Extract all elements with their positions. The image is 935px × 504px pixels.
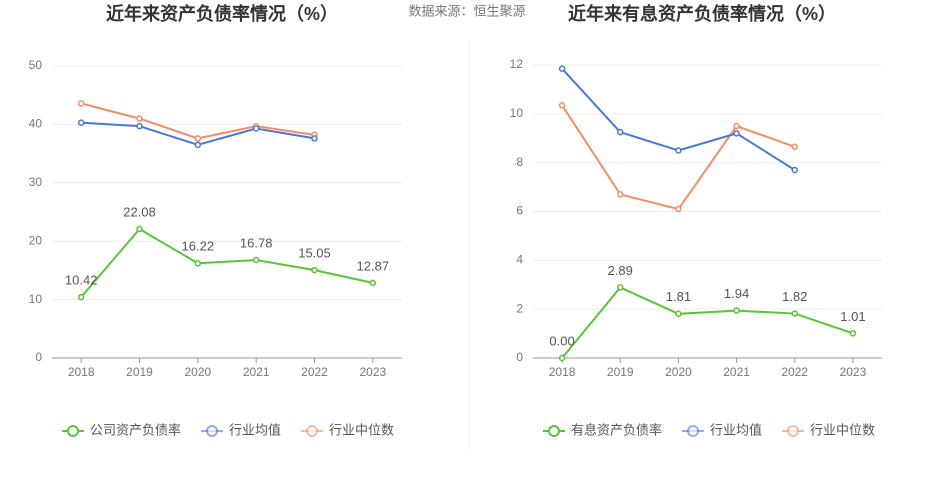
y-tick-label: 0 bbox=[516, 350, 523, 364]
point bbox=[558, 354, 566, 362]
legend-label: 有息资产负债率 bbox=[571, 422, 662, 437]
point bbox=[849, 330, 857, 337]
x-tick-label: 2021 bbox=[243, 365, 270, 379]
point bbox=[311, 135, 318, 142]
x-tick-label: 2022 bbox=[781, 365, 808, 379]
point bbox=[791, 310, 798, 317]
point bbox=[77, 100, 85, 107]
point bbox=[194, 135, 202, 142]
legend-label: 行业中位数 bbox=[329, 422, 394, 437]
x-tick-label: 2023 bbox=[359, 365, 386, 379]
y-tick-label: 6 bbox=[516, 204, 523, 218]
data-label: 16.22 bbox=[182, 239, 215, 254]
chart: 近年来有息资产负债率情况（%） 0 2 4 6 8 10 12 2018 2019 2020 2021… bbox=[510, 3, 882, 437]
x-tick-label: 2019 bbox=[607, 365, 634, 379]
point bbox=[675, 205, 682, 213]
point bbox=[617, 191, 624, 198]
series-line bbox=[80, 227, 374, 298]
x-tick-label: 2020 bbox=[665, 365, 692, 379]
point bbox=[558, 65, 566, 72]
data-label: 15.05 bbox=[298, 246, 331, 261]
point bbox=[733, 122, 740, 130]
point bbox=[311, 266, 318, 274]
point bbox=[194, 260, 202, 267]
data-label: 1.94 bbox=[724, 286, 749, 301]
x-tick-label: 2019 bbox=[126, 365, 153, 379]
y-tick-label: 4 bbox=[516, 253, 523, 267]
point bbox=[252, 256, 260, 264]
y-tick-label: 12 bbox=[510, 57, 524, 71]
point bbox=[77, 293, 85, 301]
data-label: 22.08 bbox=[123, 204, 156, 219]
point bbox=[617, 128, 624, 136]
data-label: 12.87 bbox=[357, 258, 390, 273]
data-label: 1.01 bbox=[840, 309, 865, 324]
data-label: 2.89 bbox=[608, 263, 633, 278]
x-tick-label: 2018 bbox=[549, 365, 576, 379]
source: 数据来源：恒生聚源 bbox=[408, 3, 525, 18]
point bbox=[558, 102, 566, 109]
y-tick-label: 2 bbox=[516, 301, 523, 315]
legend-marker bbox=[206, 425, 219, 437]
y-tick-label: 0 bbox=[35, 350, 42, 364]
legend-marker bbox=[67, 425, 79, 437]
point bbox=[194, 141, 202, 149]
point bbox=[136, 115, 143, 122]
chart: 近年来资产负债率情况（%） 0 10 20 30 40 50 2018 2019 2020 2021… bbox=[29, 3, 402, 437]
series-line bbox=[561, 67, 796, 171]
point bbox=[136, 225, 143, 233]
data-label: 10.42 bbox=[65, 273, 98, 288]
chart-title: 近年来有息资产负债率情况（%） bbox=[568, 3, 836, 24]
y-tick-label: 20 bbox=[29, 233, 43, 247]
x-tick-label: 2021 bbox=[723, 365, 750, 379]
x-tick-label: 2023 bbox=[840, 365, 867, 379]
legend-label: 行业中位数 bbox=[810, 422, 875, 437]
point bbox=[675, 310, 682, 318]
data-label: 0.00 bbox=[549, 333, 574, 348]
data-label: 1.82 bbox=[782, 289, 807, 304]
x-tick-label: 2020 bbox=[184, 365, 211, 379]
series-line bbox=[561, 104, 796, 211]
point bbox=[733, 130, 740, 137]
y-tick-label: 10 bbox=[29, 292, 43, 306]
legend-marker bbox=[687, 425, 700, 437]
series-line bbox=[561, 286, 854, 359]
y-tick-label: 50 bbox=[29, 58, 43, 72]
data-label: 1.81 bbox=[666, 289, 691, 304]
point bbox=[791, 166, 798, 174]
point bbox=[675, 147, 682, 154]
data-label: 16.78 bbox=[240, 235, 273, 250]
x-tick-label: 2022 bbox=[301, 365, 328, 379]
point bbox=[369, 279, 377, 287]
y-tick-label: 10 bbox=[510, 106, 524, 120]
legend-label: 公司资产负债率 bbox=[90, 422, 181, 437]
legend-marker bbox=[306, 425, 319, 437]
y-tick-label: 30 bbox=[29, 175, 43, 189]
y-tick-label: 40 bbox=[29, 117, 43, 131]
point bbox=[733, 307, 740, 314]
point bbox=[136, 122, 143, 130]
point bbox=[77, 119, 85, 126]
point bbox=[617, 284, 624, 291]
legend-label: 行业均值 bbox=[710, 422, 762, 437]
legend-marker bbox=[548, 425, 560, 437]
legend-label: 行业均值 bbox=[229, 422, 281, 437]
legend-marker bbox=[787, 425, 800, 437]
point bbox=[791, 143, 798, 151]
chart-title: 近年来资产负债率情况（%） bbox=[106, 3, 338, 24]
x-tick-label: 2018 bbox=[68, 365, 95, 379]
y-tick-label: 8 bbox=[516, 155, 523, 169]
point bbox=[252, 125, 260, 132]
